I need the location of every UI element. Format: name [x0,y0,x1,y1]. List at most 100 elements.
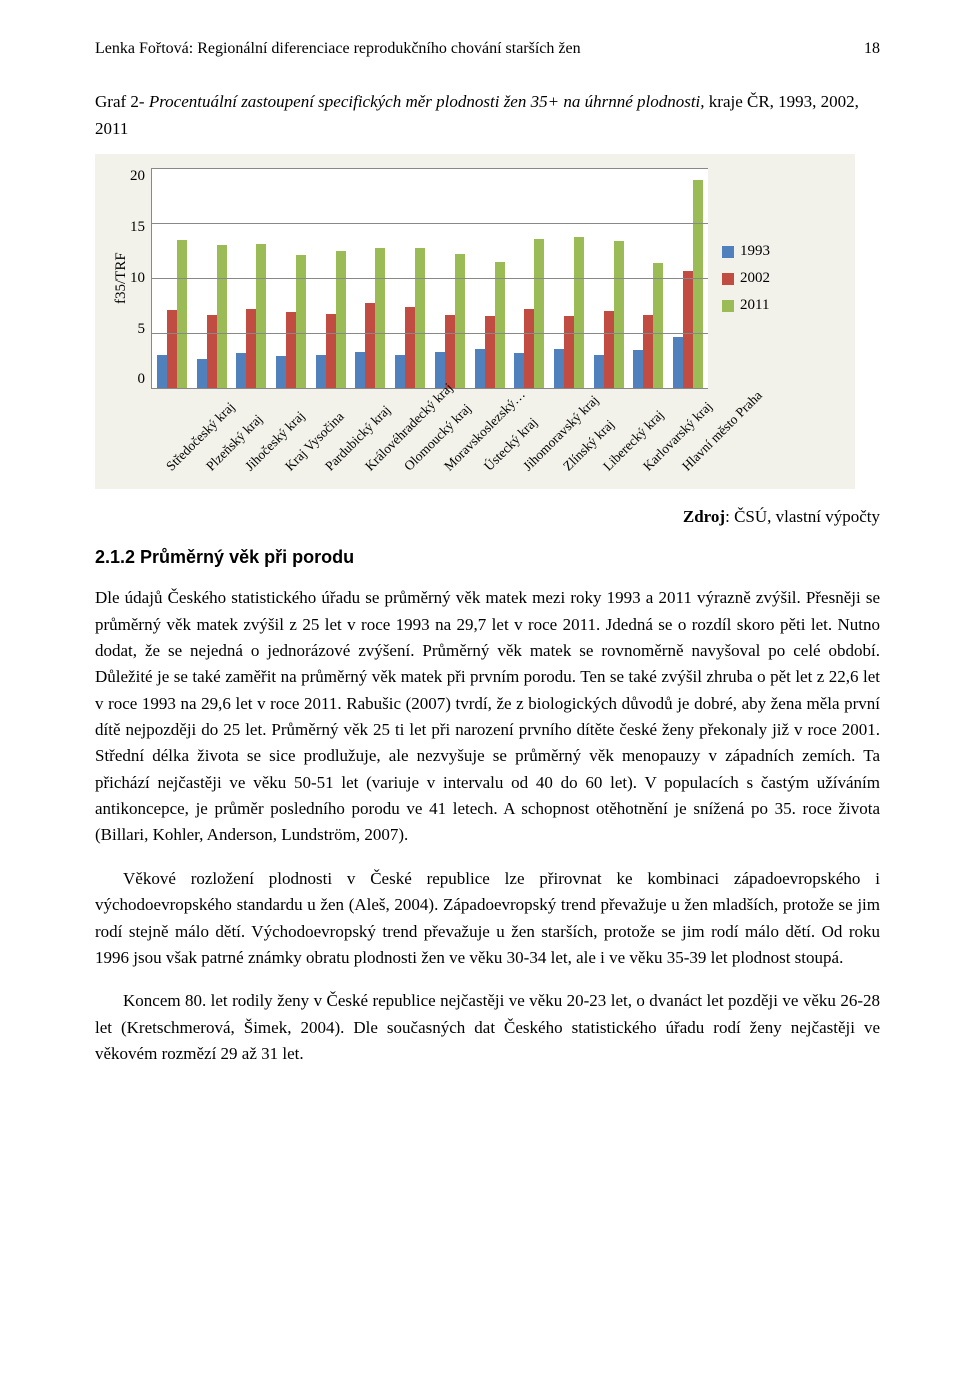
bar-group [430,254,470,388]
x-tick-label: Jihomoravský kraj [510,389,550,485]
bar [534,239,544,389]
x-tick-label: Ústecký kraj [471,389,511,485]
legend-label: 2002 [740,270,770,287]
legend-label: 2011 [740,297,769,314]
bar [286,312,296,388]
bar [207,315,217,389]
x-tick-label: Karlovarský kraj [630,389,670,485]
bar [475,349,485,389]
legend: 1993 2002 2011 [708,168,770,389]
y-tick: 15 [130,219,145,236]
caption-main: Procentuální zastoupení specifických měr… [149,92,709,111]
bar [673,337,683,389]
bar [495,262,505,389]
bar-group [629,263,669,388]
bar-group [470,262,510,389]
source-text: : ČSÚ, vlastní výpočty [725,507,880,526]
bar [445,315,455,389]
y-tick: 5 [138,321,146,338]
x-tick-label: Jihočeský kraj [232,389,272,485]
legend-swatch [722,273,734,285]
bar [554,349,564,389]
bar [246,309,256,388]
bar [157,355,167,388]
bar [236,353,246,388]
bar [405,307,415,388]
bar-group [271,255,311,388]
y-tick: 20 [130,168,145,185]
x-tick-label: Pardubický kraj [312,389,352,485]
bar [485,316,495,389]
bar [415,248,425,389]
bar [276,356,286,388]
section-heading: 2.1.2 Průměrný věk při porodu [95,547,880,568]
paragraph-1: Dle údajů Českého statistického úřadu se… [95,585,880,848]
bar [633,350,643,389]
bar [177,240,187,389]
bar-group [589,241,629,388]
plot-area [151,168,708,389]
y-tick: 0 [138,371,146,388]
bar [574,237,584,389]
bar [256,244,266,388]
x-tick-label: Moravskoslezský… [431,389,471,485]
x-tick-label: Liberecký kraj [590,389,630,485]
bar-group [192,245,232,388]
legend-swatch [722,246,734,258]
source-line: Zdroj: ČSÚ, vlastní výpočty [95,507,880,527]
chart-caption: Graf 2- Procentuální zastoupení specific… [95,88,880,142]
legend-item: 1993 [722,243,770,260]
bar [614,241,624,388]
bar [594,355,604,388]
bar-group [231,244,271,388]
legend-item: 2011 [722,297,770,314]
bar-group [152,240,192,389]
bar-group [509,239,549,389]
bar [395,355,405,388]
bar [197,359,207,389]
x-tick-label: Kraj Vysočina [272,389,312,485]
running-header: Lenka Fořtová: Regionální diferenciace r… [95,40,880,58]
bar [455,254,465,388]
x-tick-label: Hlavní město Praha [669,389,709,485]
bar-group [390,248,430,389]
bar-group [549,237,589,389]
bar [217,245,227,388]
y-axis-label: f35/TRF [109,168,130,389]
bar [564,316,574,389]
paragraph-3: Koncem 80. let rodily ženy v České repub… [95,988,880,1067]
bar [316,355,326,388]
bar [514,353,524,388]
bar [604,311,614,388]
y-tick: 10 [130,270,145,287]
bar-group [668,180,708,388]
legend-swatch [722,300,734,312]
y-axis-ticks: 20 15 10 5 0 [130,168,151,388]
x-axis-labels: Středočeský krajPlzeňský krajJihočeský k… [153,389,709,485]
x-tick-label: Olomoucký kraj [391,389,431,485]
legend-label: 1993 [740,243,770,260]
caption-prefix: Graf 2- [95,92,149,111]
bar-group [311,251,351,389]
source-label: Zdroj [683,507,725,526]
chart-container: f35/TRF 20 15 10 5 0 1993 2002 2011 Středočesk… [95,154,855,489]
x-tick-label: Středočeský kraj [153,389,193,485]
bar [693,180,703,388]
x-tick-label: Zlínský kraj [550,389,590,485]
bar [326,314,336,389]
legend-item: 2002 [722,270,770,287]
bar [296,255,306,388]
bar [167,310,177,388]
bar [653,263,663,388]
bar [683,271,693,389]
x-tick-label: Královéhradecký kraj [352,389,392,485]
page-number: 18 [864,40,880,58]
x-tick-label: Plzeňský kraj [193,389,233,485]
bar [524,309,534,388]
bar [643,315,653,389]
bar [365,303,375,389]
bar-group [351,248,391,389]
bar [355,352,365,388]
bar [336,251,346,389]
bar [375,248,385,389]
